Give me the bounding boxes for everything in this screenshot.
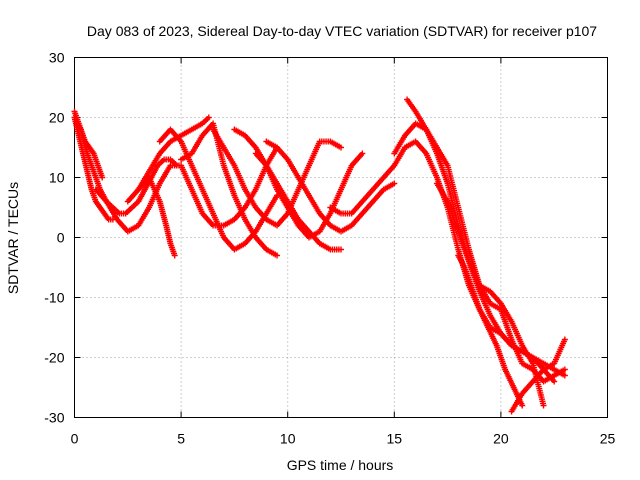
data-point — [274, 252, 281, 259]
y-tick-label: -20 — [44, 350, 64, 366]
data-point — [561, 366, 568, 373]
data-point — [561, 372, 568, 379]
data-point — [99, 174, 106, 181]
data-point — [519, 402, 526, 409]
y-axis-ticks — [74, 57, 608, 418]
x-axis-label: GPS time / hours — [287, 457, 394, 473]
y-tick-label: 30 — [49, 50, 65, 66]
series-track-6 — [124, 114, 212, 205]
x-tick-label: 15 — [387, 431, 403, 447]
series-track-16 — [433, 180, 547, 409]
y-tick-label: 20 — [49, 110, 65, 126]
data-point — [391, 180, 398, 187]
x-tick-label: 20 — [493, 431, 509, 447]
y-axis-label: SDTVAR / TECUs — [5, 182, 21, 294]
series-track-3 — [73, 120, 106, 181]
series-track-12 — [263, 138, 398, 235]
series-track-14 — [391, 120, 568, 385]
y-tick-label: -10 — [44, 290, 64, 306]
data-point — [171, 252, 178, 259]
data-point — [540, 402, 547, 409]
data-point — [551, 378, 558, 385]
data-points — [71, 96, 568, 415]
y-tick-label: 10 — [49, 170, 65, 186]
data-point — [359, 150, 366, 157]
series-track-1 — [71, 108, 180, 217]
x-axis-ticks — [74, 57, 608, 418]
y-tick-label: 0 — [57, 230, 65, 246]
x-tick-label: 5 — [177, 431, 185, 447]
series-track-18 — [508, 336, 568, 415]
data-point — [205, 114, 212, 121]
x-tick-label: 0 — [71, 431, 79, 447]
series-track-11 — [252, 150, 366, 241]
data-point — [338, 246, 344, 253]
x-tick-label: 10 — [280, 431, 296, 447]
x-tick-label: 25 — [600, 431, 616, 447]
series-track-2 — [71, 114, 116, 223]
series-track-17 — [455, 252, 526, 409]
y-tick-label: -30 — [44, 410, 64, 426]
data-point — [561, 336, 568, 343]
chart-title: Day 083 of 2023, Sidereal Day-to-day VTE… — [87, 23, 597, 39]
data-point — [338, 144, 344, 151]
